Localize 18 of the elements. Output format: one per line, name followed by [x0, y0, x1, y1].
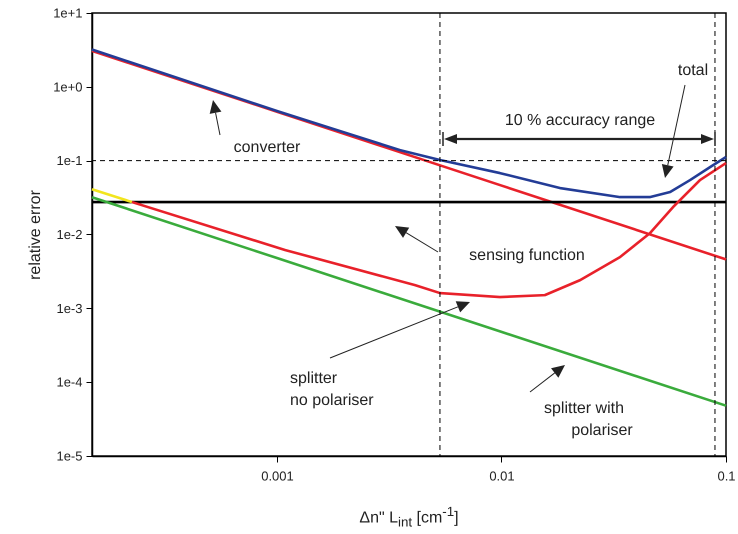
x-tick-label: 0.1: [717, 468, 736, 484]
y-tick-label: 1e-1: [56, 153, 82, 168]
annotation: 10 % accuracy range: [504, 112, 656, 129]
annotation: converter: [234, 139, 302, 156]
annotation: sensing function: [469, 247, 585, 264]
x-tick-label: 0.001: [261, 468, 294, 484]
y-tick-label: 1e+0: [53, 79, 82, 94]
annotation: splitter with polariser: [544, 400, 634, 439]
y-tick-label: 1e-3: [56, 300, 82, 316]
x-tick-label: 0.01: [489, 468, 515, 484]
y-tick-label: 1e-2: [56, 227, 82, 242]
y-axis-title: relative error: [27, 189, 44, 280]
y-tick-label: 1e+1: [53, 6, 82, 20]
x-axis-title: Δn" L$_{int}$ [cm$^{-1}$]: [358, 503, 460, 532]
annotation: splitter no polariser: [290, 370, 374, 409]
y-tick-label: 1e-5: [56, 448, 82, 464]
y-tick-label: 1e-4: [56, 374, 82, 390]
annotation: total: [678, 62, 708, 79]
